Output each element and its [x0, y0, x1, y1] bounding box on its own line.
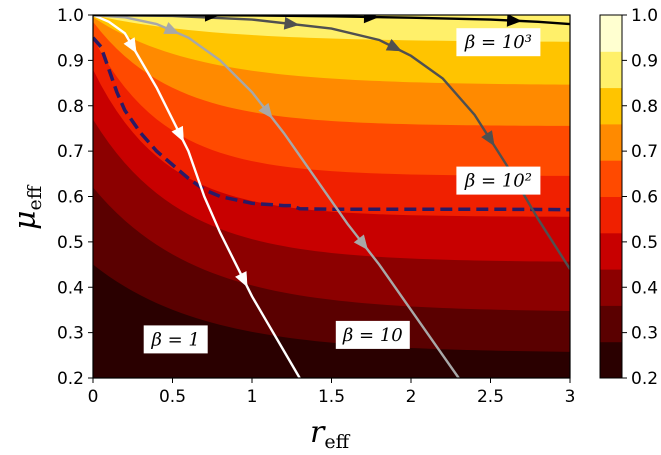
trajectory-arrow-1-1: [258, 102, 273, 119]
colorbar-tick-label: 0.9: [631, 51, 658, 71]
trajectory-arrow-0-0: [123, 37, 137, 54]
x-tick-label: 1.5: [318, 387, 345, 407]
colorbar-tick-label: 0.6: [631, 188, 658, 208]
trajectory-label-2: β = 10²: [456, 166, 541, 195]
colorbar-segment: [600, 51, 622, 89]
x-axis-ticks: 0 0.5 1 1.5 2 2.5 3: [88, 378, 576, 407]
trajectory-arrow-0-2: [235, 271, 248, 288]
colorbar-segment: [600, 87, 622, 125]
y-axis-ticks: 0.2 0.3 0.4 0.5 0.6 0.7 0.8 0.9 1.0: [57, 6, 93, 389]
trajectory-label-text-2: β = 10²: [464, 171, 532, 192]
colorbar-tick-label: 1.0: [631, 6, 658, 26]
colorbar-segment: [600, 123, 622, 161]
trajectory-label-box-3: [456, 28, 541, 57]
trajectory-label-1: β = 10: [335, 320, 410, 349]
y-tick-label: 1.0: [57, 6, 84, 26]
colorbar: [600, 15, 622, 379]
trajectory-arrow-2-0: [283, 16, 300, 30]
x-axis-label-subscript: eff: [324, 431, 350, 453]
trajectory-arrow-2-1: [385, 38, 402, 52]
trajectory-arrow-3-2: [506, 15, 522, 27]
x-tick-label: 2.5: [477, 387, 504, 407]
colorbar-tick-label: 0.5: [631, 233, 658, 253]
x-tick-label: 3: [565, 387, 576, 407]
colorbar-ticks: 0.2 0.3 0.4 0.5 0.6 0.7 0.8 0.9 1.0: [622, 6, 658, 389]
colorbar-tick-label: 0.2: [631, 369, 658, 389]
trajectory-label-3: β = 10³: [456, 28, 541, 57]
trajectory-line-1: [93, 15, 460, 378]
colorbar-segment: [600, 269, 622, 306]
y-tick-label: 0.5: [57, 233, 84, 253]
colorbar-segment: [600, 196, 622, 234]
trajectory-label-text-3: β = 10³: [464, 32, 532, 53]
x-tick-label: 0: [88, 387, 99, 407]
y-tick-label: 0.7: [57, 142, 84, 162]
colorbar-segment: [600, 15, 622, 52]
colorbar-tick-label: 0.7: [631, 142, 658, 162]
y-tick-label: 0.9: [57, 51, 84, 71]
trajectory-label-text-0: β = 1: [150, 329, 199, 350]
x-tick-label: 1: [247, 387, 258, 407]
colorbar-tick-label: 0.8: [631, 97, 658, 117]
trajectory-label-text-1: β = 10: [342, 325, 403, 346]
y-tick-label: 0.6: [57, 188, 84, 208]
trajectory-arrow-2-2: [481, 130, 495, 147]
y-axis-label: μeff: [8, 184, 46, 230]
plot-area: [93, 15, 570, 378]
colorbar-segment: [600, 341, 622, 379]
colorbar-segment: [600, 232, 622, 270]
y-tick-label: 0.3: [57, 324, 84, 344]
trajectory-arrow-0-1: [171, 125, 184, 143]
trajectory-arrow-3-1: [363, 15, 379, 24]
trajectory-label-0: β = 1: [143, 325, 208, 354]
trajectory-label-box-0: [143, 325, 208, 354]
threshold-dashed-curve: [93, 36, 570, 212]
colorbar-tick-label: 0.4: [631, 278, 658, 298]
y-tick-label: 0.2: [57, 369, 84, 389]
trajectory-arrow-1-2: [353, 234, 368, 251]
trajectory-line-0: [93, 15, 301, 378]
x-axis-label: reff: [310, 415, 351, 453]
trajectory-label-box-2: [456, 166, 541, 195]
colorbar-segment: [600, 160, 622, 197]
y-tick-label: 0.8: [57, 97, 84, 117]
y-tick-label: 0.4: [57, 278, 84, 298]
y-axis-label-subscript: eff: [24, 184, 46, 210]
trajectory-label-box-1: [335, 320, 410, 349]
x-tick-label: 2: [406, 387, 417, 407]
trajectory-arrow-1-0: [163, 22, 180, 34]
x-tick-label: 0.5: [159, 387, 186, 407]
colorbar-tick-label: 0.3: [631, 324, 658, 344]
colorbar-segment: [600, 305, 622, 343]
